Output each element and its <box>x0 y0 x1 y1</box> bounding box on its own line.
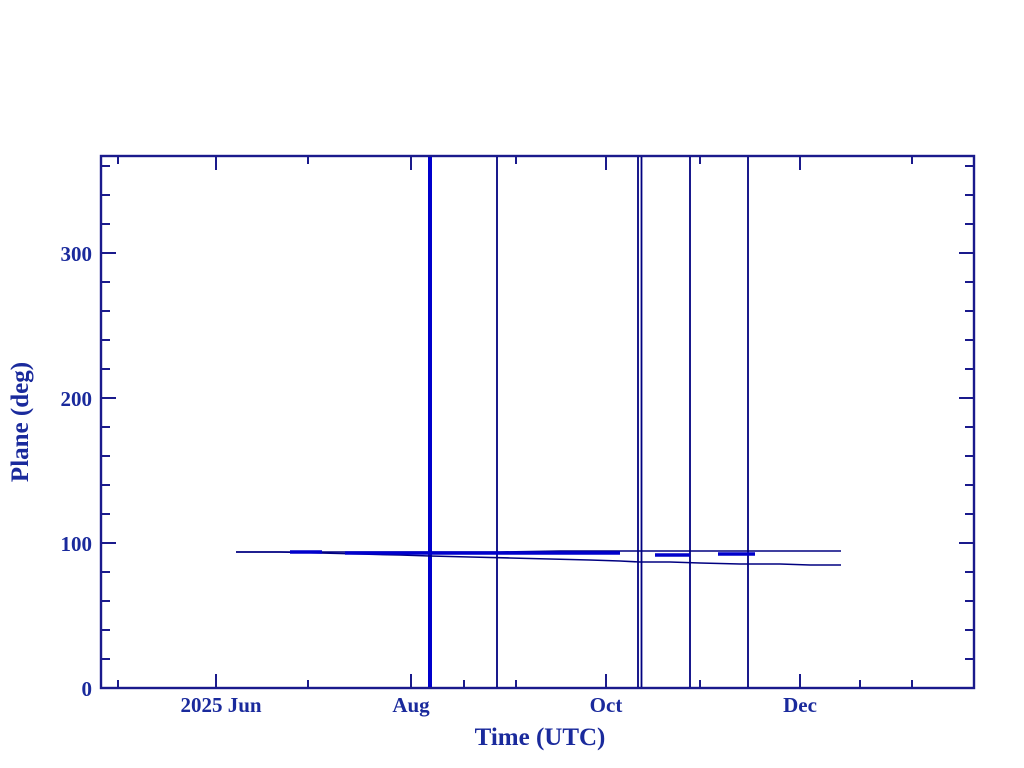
y-tick-label-0: 0 <box>82 677 93 701</box>
x-tick-label-aug: Aug <box>392 693 430 717</box>
y-axis-ticks <box>101 165 974 689</box>
plot-frame <box>99 154 976 690</box>
axes-box <box>99 154 976 690</box>
plot-content <box>236 157 841 687</box>
y-tick-labels: 0 100 200 300 <box>61 242 93 701</box>
vertical-marker-group <box>428 157 749 687</box>
y-tick-label-100: 100 <box>61 532 93 556</box>
x-tick-label-jun: 2025 Jun <box>180 693 261 717</box>
x-axis-ticks <box>117 156 913 688</box>
y-axis-title: Plane (deg) <box>7 362 34 482</box>
y-tick-label-200: 200 <box>61 387 93 411</box>
x-tick-label-oct: Oct <box>590 693 623 717</box>
x-tick-label-dec: Dec <box>783 693 817 717</box>
x-tick-labels: 2025 Jun Aug Oct Dec <box>180 693 816 717</box>
y-tick-label-300: 300 <box>61 242 93 266</box>
x-axis-title: Time (UTC) <box>475 724 606 751</box>
